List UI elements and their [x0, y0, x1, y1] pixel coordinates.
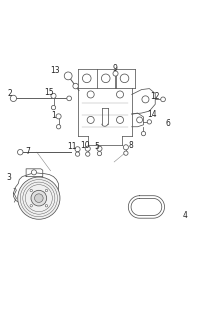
Circle shape [83, 74, 91, 83]
Text: 6: 6 [165, 119, 170, 128]
Circle shape [75, 147, 80, 152]
Text: 8: 8 [128, 141, 133, 150]
Circle shape [124, 151, 128, 155]
Circle shape [51, 93, 56, 98]
Circle shape [31, 190, 47, 206]
Circle shape [97, 146, 102, 151]
Circle shape [142, 96, 149, 103]
Circle shape [18, 149, 23, 155]
Circle shape [85, 152, 90, 156]
Circle shape [101, 74, 110, 83]
Circle shape [75, 152, 80, 156]
Circle shape [18, 177, 60, 219]
Circle shape [34, 194, 43, 203]
Circle shape [97, 151, 102, 156]
Circle shape [31, 170, 36, 175]
Circle shape [87, 91, 94, 98]
Circle shape [67, 96, 72, 101]
Circle shape [120, 74, 129, 83]
Text: 2: 2 [7, 89, 12, 98]
Circle shape [64, 72, 72, 80]
Circle shape [116, 116, 124, 124]
Text: 14: 14 [148, 109, 157, 118]
Text: 3: 3 [6, 173, 11, 182]
Circle shape [113, 71, 118, 76]
Text: 13: 13 [51, 67, 60, 76]
Circle shape [57, 124, 61, 129]
Text: 7: 7 [26, 147, 31, 156]
Text: 1: 1 [51, 110, 56, 119]
Text: 15: 15 [44, 88, 53, 97]
Circle shape [137, 117, 142, 123]
Text: 9: 9 [113, 64, 118, 73]
Circle shape [10, 95, 17, 101]
Circle shape [87, 116, 94, 124]
Circle shape [73, 83, 78, 89]
Circle shape [147, 120, 151, 124]
Circle shape [56, 114, 61, 119]
Text: 11: 11 [67, 142, 77, 151]
Text: 4: 4 [183, 211, 188, 220]
Circle shape [51, 105, 56, 110]
Circle shape [116, 91, 124, 98]
Text: 12: 12 [151, 92, 160, 101]
Circle shape [30, 204, 32, 207]
Text: 10: 10 [80, 141, 90, 150]
Text: 5: 5 [94, 142, 99, 151]
Circle shape [85, 146, 90, 151]
Circle shape [30, 189, 32, 192]
Circle shape [45, 189, 48, 192]
Circle shape [141, 132, 146, 136]
Circle shape [123, 145, 128, 150]
Circle shape [45, 204, 48, 207]
Circle shape [161, 97, 165, 102]
